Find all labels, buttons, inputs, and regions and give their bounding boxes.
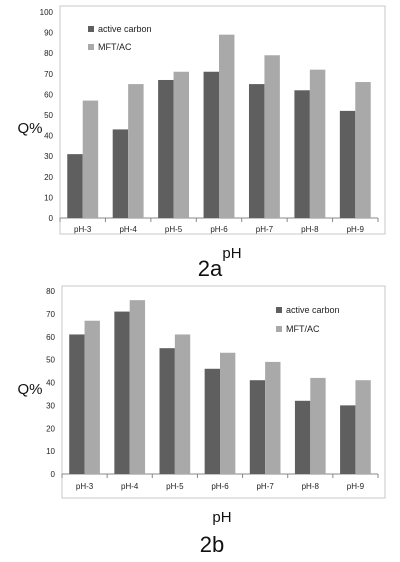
bar-mft-ac-ph-8 bbox=[310, 377, 326, 474]
bar-mft-ac-ph-6 bbox=[219, 34, 235, 218]
x-tick-label: pH-5 bbox=[165, 225, 183, 234]
y-tick-label: 0 bbox=[51, 470, 56, 479]
bar-mft-ac-ph-7 bbox=[264, 55, 280, 219]
legend-swatch bbox=[276, 326, 282, 332]
y-tick-label: 20 bbox=[46, 424, 55, 433]
y-tick-label: 20 bbox=[44, 173, 53, 182]
y-axis-label: Q% bbox=[17, 381, 42, 398]
bar-active-carbon-ph-8 bbox=[294, 90, 310, 218]
x-tick-label: pH-8 bbox=[301, 225, 319, 234]
bar-mft-ac-ph-7 bbox=[265, 361, 281, 474]
bar-active-carbon-ph-6 bbox=[203, 71, 219, 219]
y-tick-label: 70 bbox=[46, 310, 55, 319]
y-tick-label: 40 bbox=[46, 379, 55, 388]
bar-active-carbon-ph-7 bbox=[249, 380, 266, 474]
x-tick-label: pH-9 bbox=[347, 225, 365, 234]
x-tick-label: pH-7 bbox=[256, 482, 274, 491]
x-tick-label: pH-4 bbox=[119, 225, 137, 234]
x-tick-label: pH-9 bbox=[347, 482, 365, 491]
chart-2b: 0 10 20 30 40 50 60 70 80 pH-3 pH-4 pH-5 pH-6 pH-7 pH-… bbox=[17, 285, 386, 557]
x-axis-label: pH bbox=[222, 245, 241, 262]
chart-2a: 0 10 20 30 40 50 60 70 80 90 100 pH-3 pH-4 pH-5 pH-6 pH… bbox=[17, 5, 386, 281]
y-tick-label: 50 bbox=[44, 111, 53, 120]
x-tick-label: pH-3 bbox=[74, 225, 92, 234]
x-tick-label: pH-6 bbox=[210, 225, 228, 234]
bar-active-carbon-ph-8 bbox=[294, 400, 311, 474]
bar-active-carbon-ph-3 bbox=[67, 154, 83, 218]
bar-active-carbon-ph-7 bbox=[248, 84, 265, 218]
bar-active-carbon-ph-5 bbox=[158, 79, 174, 218]
legend-label: active carbon bbox=[98, 24, 152, 34]
x-tick-label: pH-7 bbox=[256, 225, 274, 234]
y-tick-label: 80 bbox=[44, 49, 53, 58]
y-tick-label: 60 bbox=[46, 333, 55, 342]
bar-mft-ac-ph-5 bbox=[174, 334, 191, 474]
bar-active-carbon-ph-4 bbox=[114, 311, 130, 474]
x-axis-label: pH bbox=[212, 509, 231, 526]
bar-mft-ac-ph-9 bbox=[355, 82, 371, 218]
bar-active-carbon-ph-9 bbox=[339, 110, 356, 218]
y-tick-label: 90 bbox=[44, 29, 53, 38]
bar-mft-ac-ph-6 bbox=[220, 352, 236, 474]
y-tick-label: 100 bbox=[40, 8, 54, 17]
legend-label: MFT/AC bbox=[98, 42, 132, 52]
legend-label: active carbon bbox=[286, 305, 340, 315]
y-tick-label: 70 bbox=[44, 70, 53, 79]
x-tick-label: pH-5 bbox=[166, 482, 184, 491]
figure-caption: 2b bbox=[200, 532, 224, 557]
legend-swatch bbox=[88, 44, 94, 50]
y-tick-label: 60 bbox=[44, 90, 53, 99]
legend-swatch bbox=[276, 307, 282, 313]
bar-mft-ac-ph-4 bbox=[128, 84, 144, 218]
legend-swatch bbox=[88, 26, 94, 32]
y-tick-label: 50 bbox=[46, 356, 55, 365]
y-tick-label: 40 bbox=[44, 132, 53, 141]
bar-mft-ac-ph-3 bbox=[82, 100, 99, 218]
y-tick-label: 80 bbox=[46, 287, 55, 296]
bar-active-carbon-ph-3 bbox=[69, 334, 85, 474]
x-tick-label: pH-8 bbox=[302, 482, 320, 491]
bar-mft-ac-ph-9 bbox=[355, 380, 371, 474]
x-tick-label: pH-3 bbox=[76, 482, 94, 491]
y-tick-label: 30 bbox=[46, 401, 55, 410]
bar-mft-ac-ph-8 bbox=[309, 69, 326, 219]
bar-active-carbon-ph-9 bbox=[340, 405, 356, 474]
y-axis-label: Q% bbox=[17, 120, 42, 137]
chart-frame bbox=[61, 285, 386, 499]
legend-label: MFT/AC bbox=[286, 324, 320, 334]
bar-mft-ac-ph-3 bbox=[84, 320, 100, 474]
y-tick-label: 10 bbox=[46, 447, 55, 456]
bar-active-carbon-ph-4 bbox=[112, 129, 129, 218]
bar-mft-ac-ph-5 bbox=[173, 71, 190, 219]
x-tick-label: pH-4 bbox=[121, 482, 139, 491]
chart-frame bbox=[59, 5, 386, 235]
bar-mft-ac-ph-4 bbox=[129, 300, 146, 474]
y-tick-label: 10 bbox=[44, 193, 53, 202]
figure-caption: 2a bbox=[198, 256, 223, 281]
y-tick-label: 0 bbox=[49, 214, 54, 223]
bar-active-carbon-ph-5 bbox=[159, 348, 175, 474]
bar-active-carbon-ph-6 bbox=[204, 368, 220, 474]
y-tick-label: 30 bbox=[44, 152, 53, 161]
x-tick-label: pH-6 bbox=[211, 482, 229, 491]
